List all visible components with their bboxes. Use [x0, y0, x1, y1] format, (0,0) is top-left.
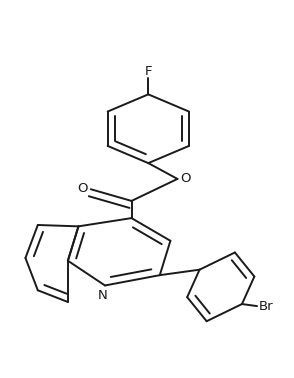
Text: O: O — [180, 172, 191, 185]
Text: O: O — [77, 182, 88, 195]
Text: N: N — [98, 288, 108, 302]
Text: F: F — [145, 65, 152, 78]
Text: Br: Br — [258, 300, 273, 313]
